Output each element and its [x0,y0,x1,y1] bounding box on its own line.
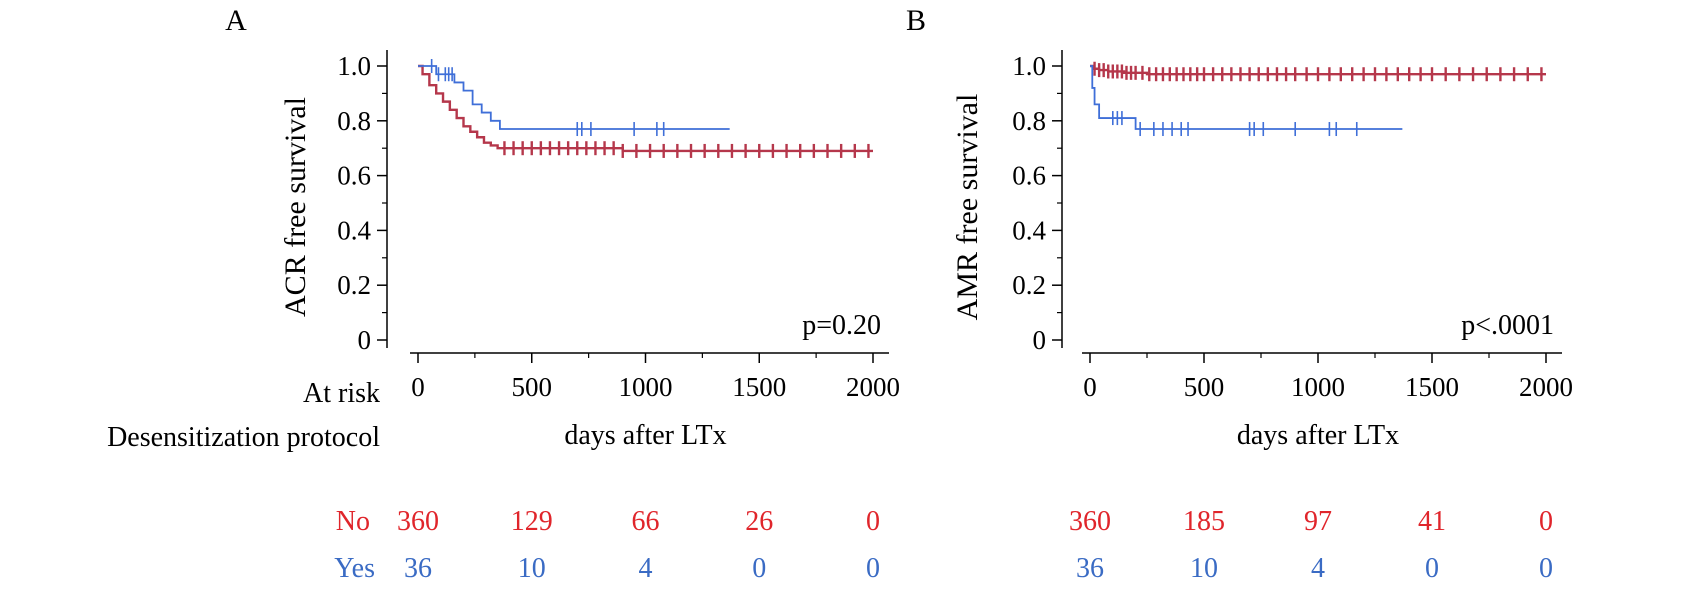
at-risk-no-count: 185 [1183,506,1225,537]
p-value-annotation: p=0.20 [802,310,881,341]
at-risk-no-count: 0 [866,506,880,537]
y-tick-label: 1.0 [337,51,371,81]
y-axis-label: ACR free survival [279,97,312,317]
y-tick-label: 0.2 [1012,270,1046,300]
y-tick-label: 0.8 [1012,106,1046,136]
km-curve-no [418,64,873,153]
at-risk-yes-count: 0 [1425,553,1439,584]
at-risk-yes-count: 0 [866,553,880,584]
at-risk-no-label: No [336,506,370,537]
x-axis-label: days after LTx [564,420,726,451]
at-risk-yes-count: 0 [752,553,766,584]
y-tick-label: 0.6 [337,161,371,191]
p-value-annotation: p<.0001 [1461,310,1554,341]
at-risk-title: At risk [303,378,380,409]
at-risk-yes-count: 36 [404,553,432,584]
x-tick-label: 2000 [1519,372,1573,402]
y-tick-label: 0.2 [337,270,371,300]
at-risk-no-count: 0 [1539,506,1553,537]
at-risk-no-count: 26 [745,506,773,537]
at-risk-yes-count: 10 [518,553,546,584]
x-tick-label: 1000 [1291,372,1345,402]
x-axis-label: days after LTx [1237,420,1399,451]
at-risk-yes-count: 0 [1539,553,1553,584]
y-tick-label: 0 [1033,325,1047,355]
at-risk-no-count: 360 [1069,506,1111,537]
y-axis-label: AMR free survival [951,94,984,321]
x-tick-label: 0 [1083,372,1097,402]
x-tick-label: 1500 [1405,372,1459,402]
at-risk-yes-label: Yes [334,553,375,584]
y-tick-label: 0.4 [337,215,371,245]
at-risk-group-label: Desensitization protocol [107,422,380,453]
x-tick-label: 0 [411,372,425,402]
at-risk-yes-count: 4 [639,553,653,584]
y-tick-label: 1.0 [1012,51,1046,81]
x-tick-label: 2000 [846,372,900,402]
x-tick-label: 500 [1184,372,1225,402]
at-risk-yes-count: 36 [1076,553,1104,584]
km-curve-yes [418,65,730,130]
y-tick-label: 0.8 [337,106,371,136]
panel-label: B [906,4,926,37]
x-tick-label: 1500 [732,372,786,402]
panel-label: A [225,4,247,37]
x-tick-label: 500 [512,372,553,402]
at-risk-no-count: 41 [1418,506,1446,537]
y-tick-label: 0.4 [1012,215,1046,245]
y-tick-label: 0.6 [1012,161,1046,191]
x-tick-label: 1000 [619,372,673,402]
at-risk-no-count: 97 [1304,506,1332,537]
at-risk-no-count: 360 [397,506,439,537]
at-risk-no-count: 66 [632,506,660,537]
at-risk-no-count: 129 [511,506,553,537]
at-risk-yes-count: 10 [1190,553,1218,584]
y-tick-label: 0 [358,325,372,355]
at-risk-yes-count: 4 [1311,553,1325,584]
km-curve-yes [1090,65,1403,130]
